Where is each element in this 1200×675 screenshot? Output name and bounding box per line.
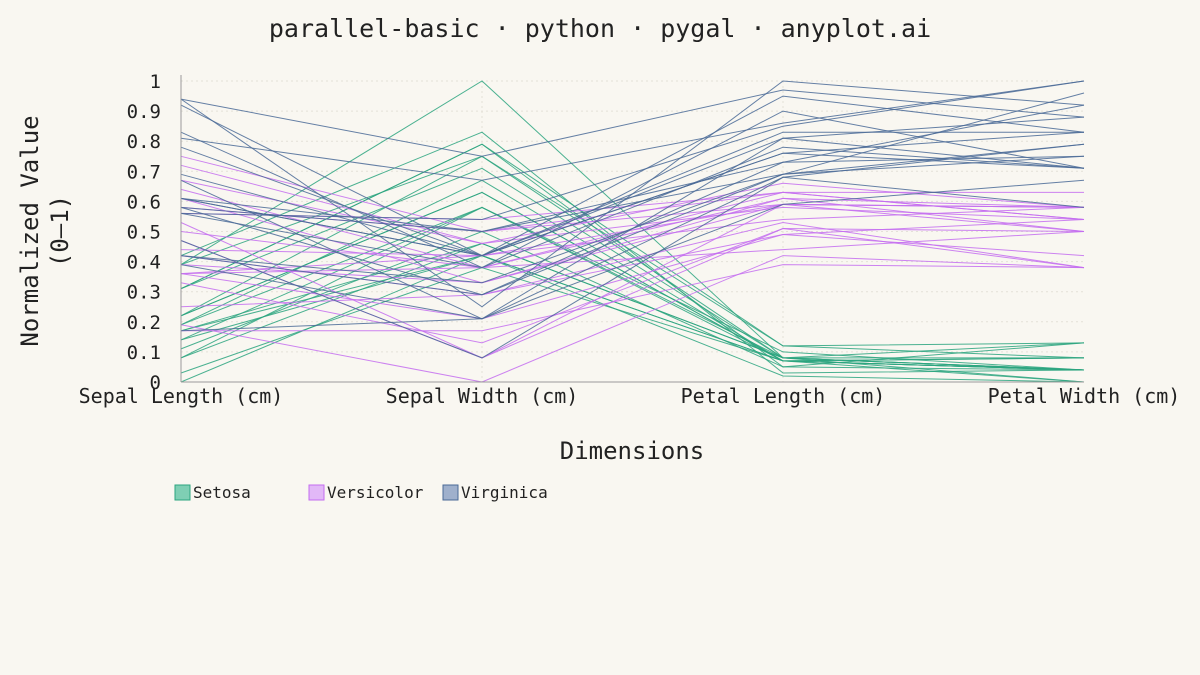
- setosa-line: [180, 143, 1085, 368]
- y-tick-label: 0.5: [127, 222, 161, 244]
- y-tick-label: 0.8: [127, 131, 161, 153]
- chart-title: parallel-basic · python · pygal · anyplo…: [269, 14, 931, 43]
- legend-label: Setosa: [193, 483, 251, 502]
- virginica-line: [180, 152, 1085, 257]
- setosa-line: [180, 155, 1085, 359]
- legend-swatch: [174, 484, 191, 501]
- versicolor-line: [180, 255, 1085, 383]
- versicolor-line: [180, 219, 1085, 308]
- legend-swatch: [442, 484, 459, 501]
- x-axis-label: Dimensions: [560, 437, 705, 465]
- versicolor-line: [180, 203, 1085, 284]
- x-tick-label: Sepal Width (cm): [386, 384, 579, 408]
- legend-label: Versicolor: [327, 483, 424, 502]
- virginica-line: [180, 89, 1085, 157]
- series-virginica: [180, 80, 1085, 359]
- y-axis-title: Normalized Value (0–1): [16, 115, 74, 346]
- versicolor-line: [180, 227, 1085, 344]
- y-tick-label: 0.7: [127, 161, 161, 183]
- legend-item-virginica[interactable]: Virginica: [442, 483, 548, 502]
- legend-label: Virginica: [461, 483, 548, 502]
- legend-swatch: [308, 484, 325, 501]
- y-axis-label-line-2: (0–1): [46, 195, 74, 267]
- y-tick-labels: 0 0.1 0.2 0.3 0.4 0.5 0.6 0.7 0.8 0.9 1: [127, 71, 161, 394]
- x-tick-label: Petal Width (cm): [988, 384, 1181, 408]
- x-tick-label: Petal Length (cm): [681, 384, 886, 408]
- x-tick-label: Sepal Length (cm): [79, 384, 284, 408]
- setosa-line: [180, 242, 1085, 383]
- virginica-line: [180, 155, 1085, 296]
- virginica-line: [180, 176, 1085, 359]
- versicolor-line: [180, 233, 1085, 320]
- series-lines: [180, 80, 1085, 383]
- versicolor-line: [180, 203, 1085, 359]
- versicolor-line: [180, 188, 1085, 269]
- y-tick-label: 0.4: [127, 252, 161, 274]
- series-versicolor: [180, 155, 1085, 383]
- setosa-line: [180, 80, 1085, 359]
- setosa-line: [180, 167, 1085, 371]
- virginica-line: [180, 80, 1085, 181]
- virginica-line: [180, 95, 1085, 257]
- y-axis-label-line-1: Normalized Value: [16, 115, 44, 346]
- y-tick-label: 0.3: [127, 282, 161, 304]
- versicolor-line: [180, 164, 1085, 245]
- y-tick-label: 0.9: [127, 101, 161, 123]
- setosa-line: [180, 155, 1084, 359]
- versicolor-line: [181, 264, 1085, 332]
- y-tick-label: 0.2: [127, 312, 161, 334]
- y-tick-label: 1: [150, 71, 161, 93]
- legend-item-setosa[interactable]: Setosa: [174, 483, 251, 502]
- legend-item-versicolor[interactable]: Versicolor: [308, 483, 424, 502]
- y-tick-label: 0.6: [127, 191, 161, 213]
- x-tick-labels: Sepal Length (cm) Sepal Width (cm) Petal L…: [79, 384, 1181, 408]
- virginica-line: [180, 80, 1085, 308]
- virginica-line: [180, 110, 1085, 269]
- setosa-line: [180, 267, 1085, 374]
- setosa-line: [180, 255, 1085, 383]
- virginica-line: [180, 146, 1085, 269]
- virginica-line: [180, 80, 1085, 221]
- virginica-line: [180, 92, 1085, 284]
- versicolor-line: [180, 179, 1085, 245]
- y-tick-label: 0: [150, 372, 161, 394]
- y-tick-label: 0.1: [127, 342, 161, 364]
- legend: Setosa Versicolor Virginica: [174, 483, 548, 502]
- virginica-line: [180, 104, 1085, 233]
- axes: [180, 75, 1084, 383]
